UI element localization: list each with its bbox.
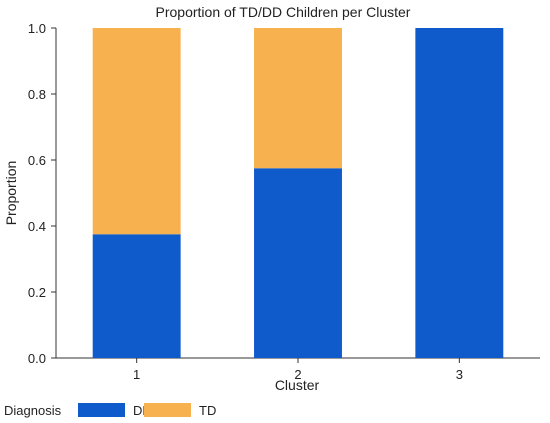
legend: Diagnosis DD TD xyxy=(4,403,216,418)
y-axis-title: Proportion xyxy=(3,161,19,226)
y-tick-label: 0.8 xyxy=(28,87,46,102)
legend-swatch-dd xyxy=(78,403,125,417)
bar-td-cluster-2 xyxy=(254,28,342,169)
y-tick-label: 0.2 xyxy=(28,285,46,300)
x-tick-label: 3 xyxy=(456,367,463,382)
y-tick-label: 0.6 xyxy=(28,153,46,168)
bars xyxy=(92,28,504,358)
y-tick-label: 0.4 xyxy=(28,219,46,234)
y-axis-ticks: 0.0 0.2 0.4 0.6 0.8 1.0 xyxy=(28,21,56,366)
x-axis-ticks: 1 2 3 xyxy=(133,358,463,382)
chart-title: Proportion of TD/DD Children per Cluster xyxy=(156,4,411,20)
bar-dd-cluster-3 xyxy=(415,28,504,358)
bar-dd-cluster-2 xyxy=(254,168,342,358)
y-tick-label: 1.0 xyxy=(28,21,46,36)
legend-title: Diagnosis xyxy=(4,403,62,418)
x-tick-label: 1 xyxy=(133,367,140,382)
legend-label-td: TD xyxy=(199,403,216,418)
x-tick-label: 2 xyxy=(294,367,301,382)
y-tick-label: 0.0 xyxy=(28,351,46,366)
x-axis-title: Cluster xyxy=(275,377,320,393)
bar-dd-cluster-1 xyxy=(92,234,181,358)
legend-swatch-td xyxy=(144,403,191,417)
bar-td-cluster-1 xyxy=(92,28,181,235)
